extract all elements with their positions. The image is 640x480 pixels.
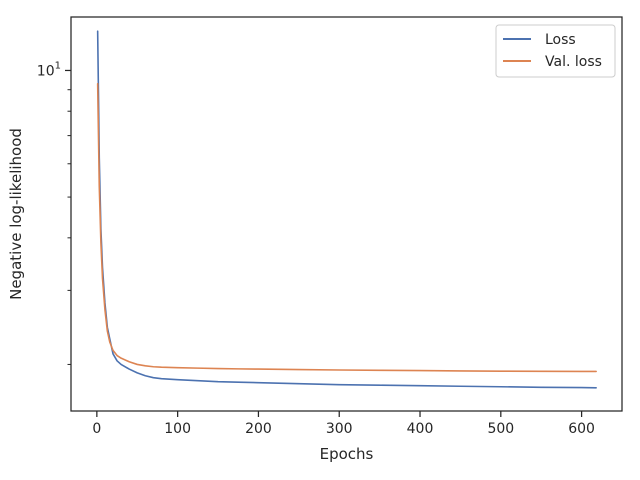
plot-background [71, 17, 622, 411]
series-layer [96, 30, 597, 389]
y-ticks: 101 [37, 60, 71, 365]
x-tick-label: 200 [245, 421, 272, 437]
x-tick-label: 300 [326, 421, 353, 437]
series-line-1 [96, 82, 597, 373]
legend-label-loss: Loss [545, 32, 576, 48]
x-axis-label: Epochs [320, 445, 374, 463]
legend: Loss Val. loss [495, 24, 616, 78]
legend-label-val-loss: Val. loss [545, 54, 602, 70]
x-tick-label: 100 [164, 421, 191, 437]
y-tick-label: 101 [37, 60, 61, 79]
x-tick-label: 500 [487, 421, 514, 437]
x-tick-label: 600 [568, 421, 595, 437]
x-ticks: 0 100 200 300 400 500 600 [92, 411, 595, 437]
y-axis-label: Negative log-likelihood [7, 128, 25, 300]
x-tick-label: 400 [407, 421, 434, 437]
plot-frame [70, 16, 623, 412]
x-tick-label: 0 [92, 421, 101, 437]
